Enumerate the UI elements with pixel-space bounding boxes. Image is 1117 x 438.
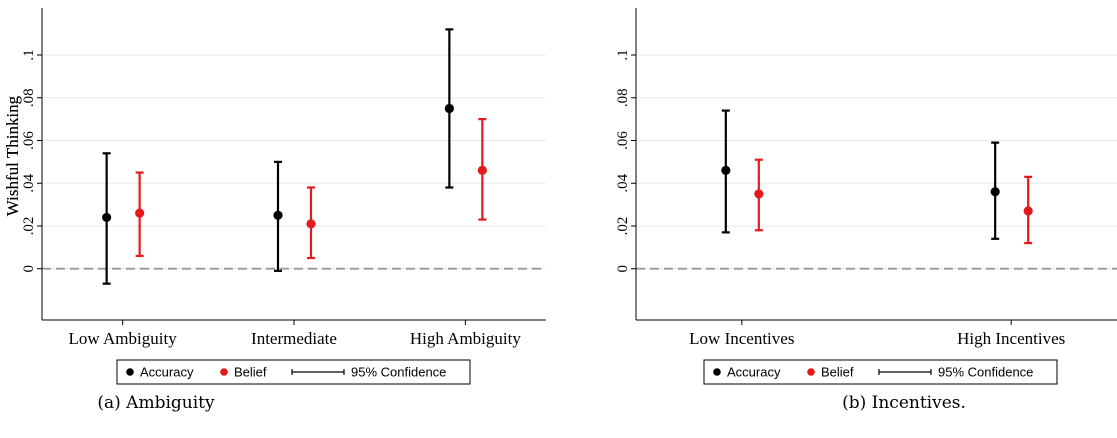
y-axis-label: Wishful Thinking [3,95,22,216]
y-tick-label: .08 [21,88,37,107]
legend-accuracy-marker [713,368,721,376]
legend: Accuracy Belief 95% Confidence [116,359,471,385]
y-tick-label: .04 [615,173,631,192]
panel-caption: (b) Incentives. [842,393,966,413]
legend: Accuracy Belief 95% Confidence [703,359,1058,385]
legend-accuracy-label: Accuracy [727,365,781,380]
series-accuracy [721,109,1000,240]
panel-caption: (a) Ambiguity [97,393,215,413]
y-tick-label: .04 [21,173,37,192]
x-category-label: Low Incentives [689,329,794,348]
x-category-label: Intermediate [251,329,337,348]
y-axis-label: Wishful Thinking [3,95,22,216]
x-category-label: High Ambiguity [410,329,521,348]
chart-panel-incentives: 0 .02 .04 .06 .08 .1 Wishful Thinking Low Incen… [3,8,1117,413]
point-accuracy [444,103,454,114]
legend-belief-marker [220,368,228,376]
y-tick-label: .02 [615,217,631,236]
y-tick-label: .02 [21,217,37,236]
point-belief [477,165,487,176]
y-tick-label: 0 [21,265,37,273]
x-category-label: Low Ambiguity [69,329,178,348]
legend-accuracy-marker [126,368,134,376]
y-tick-label: .08 [615,88,631,107]
y-tick-label: 0 [615,265,631,273]
x-category-label: High Incentives [957,329,1065,348]
point-belief [754,189,764,199]
point-belief [135,208,145,218]
series-belief [754,158,1033,245]
series-accuracy [102,28,454,285]
point-accuracy [721,165,731,176]
legend-accuracy-label: Accuracy [140,365,194,380]
point-accuracy [273,210,283,220]
series-belief [135,118,487,260]
y-tick-label: .06 [615,131,631,150]
legend-ci-label: 95% Confidence [351,365,446,380]
y-tick-label: .1 [615,49,631,60]
y-tick-label: .1 [21,49,37,60]
legend-ci-label: 95% Confidence [938,365,1033,380]
y-tick-label: .06 [21,131,37,150]
point-accuracy [102,212,112,223]
legend-belief-label: Belief [234,365,267,380]
chart-panel-ambiguity: 0 .02 .04 .06 .08 .1 Wishful Thinking Low Ambig… [3,8,546,413]
point-belief [306,219,316,229]
legend-belief-marker [807,368,815,376]
legend-belief-label: Belief [821,365,854,380]
point-belief [1023,206,1033,216]
point-accuracy [990,187,1000,197]
